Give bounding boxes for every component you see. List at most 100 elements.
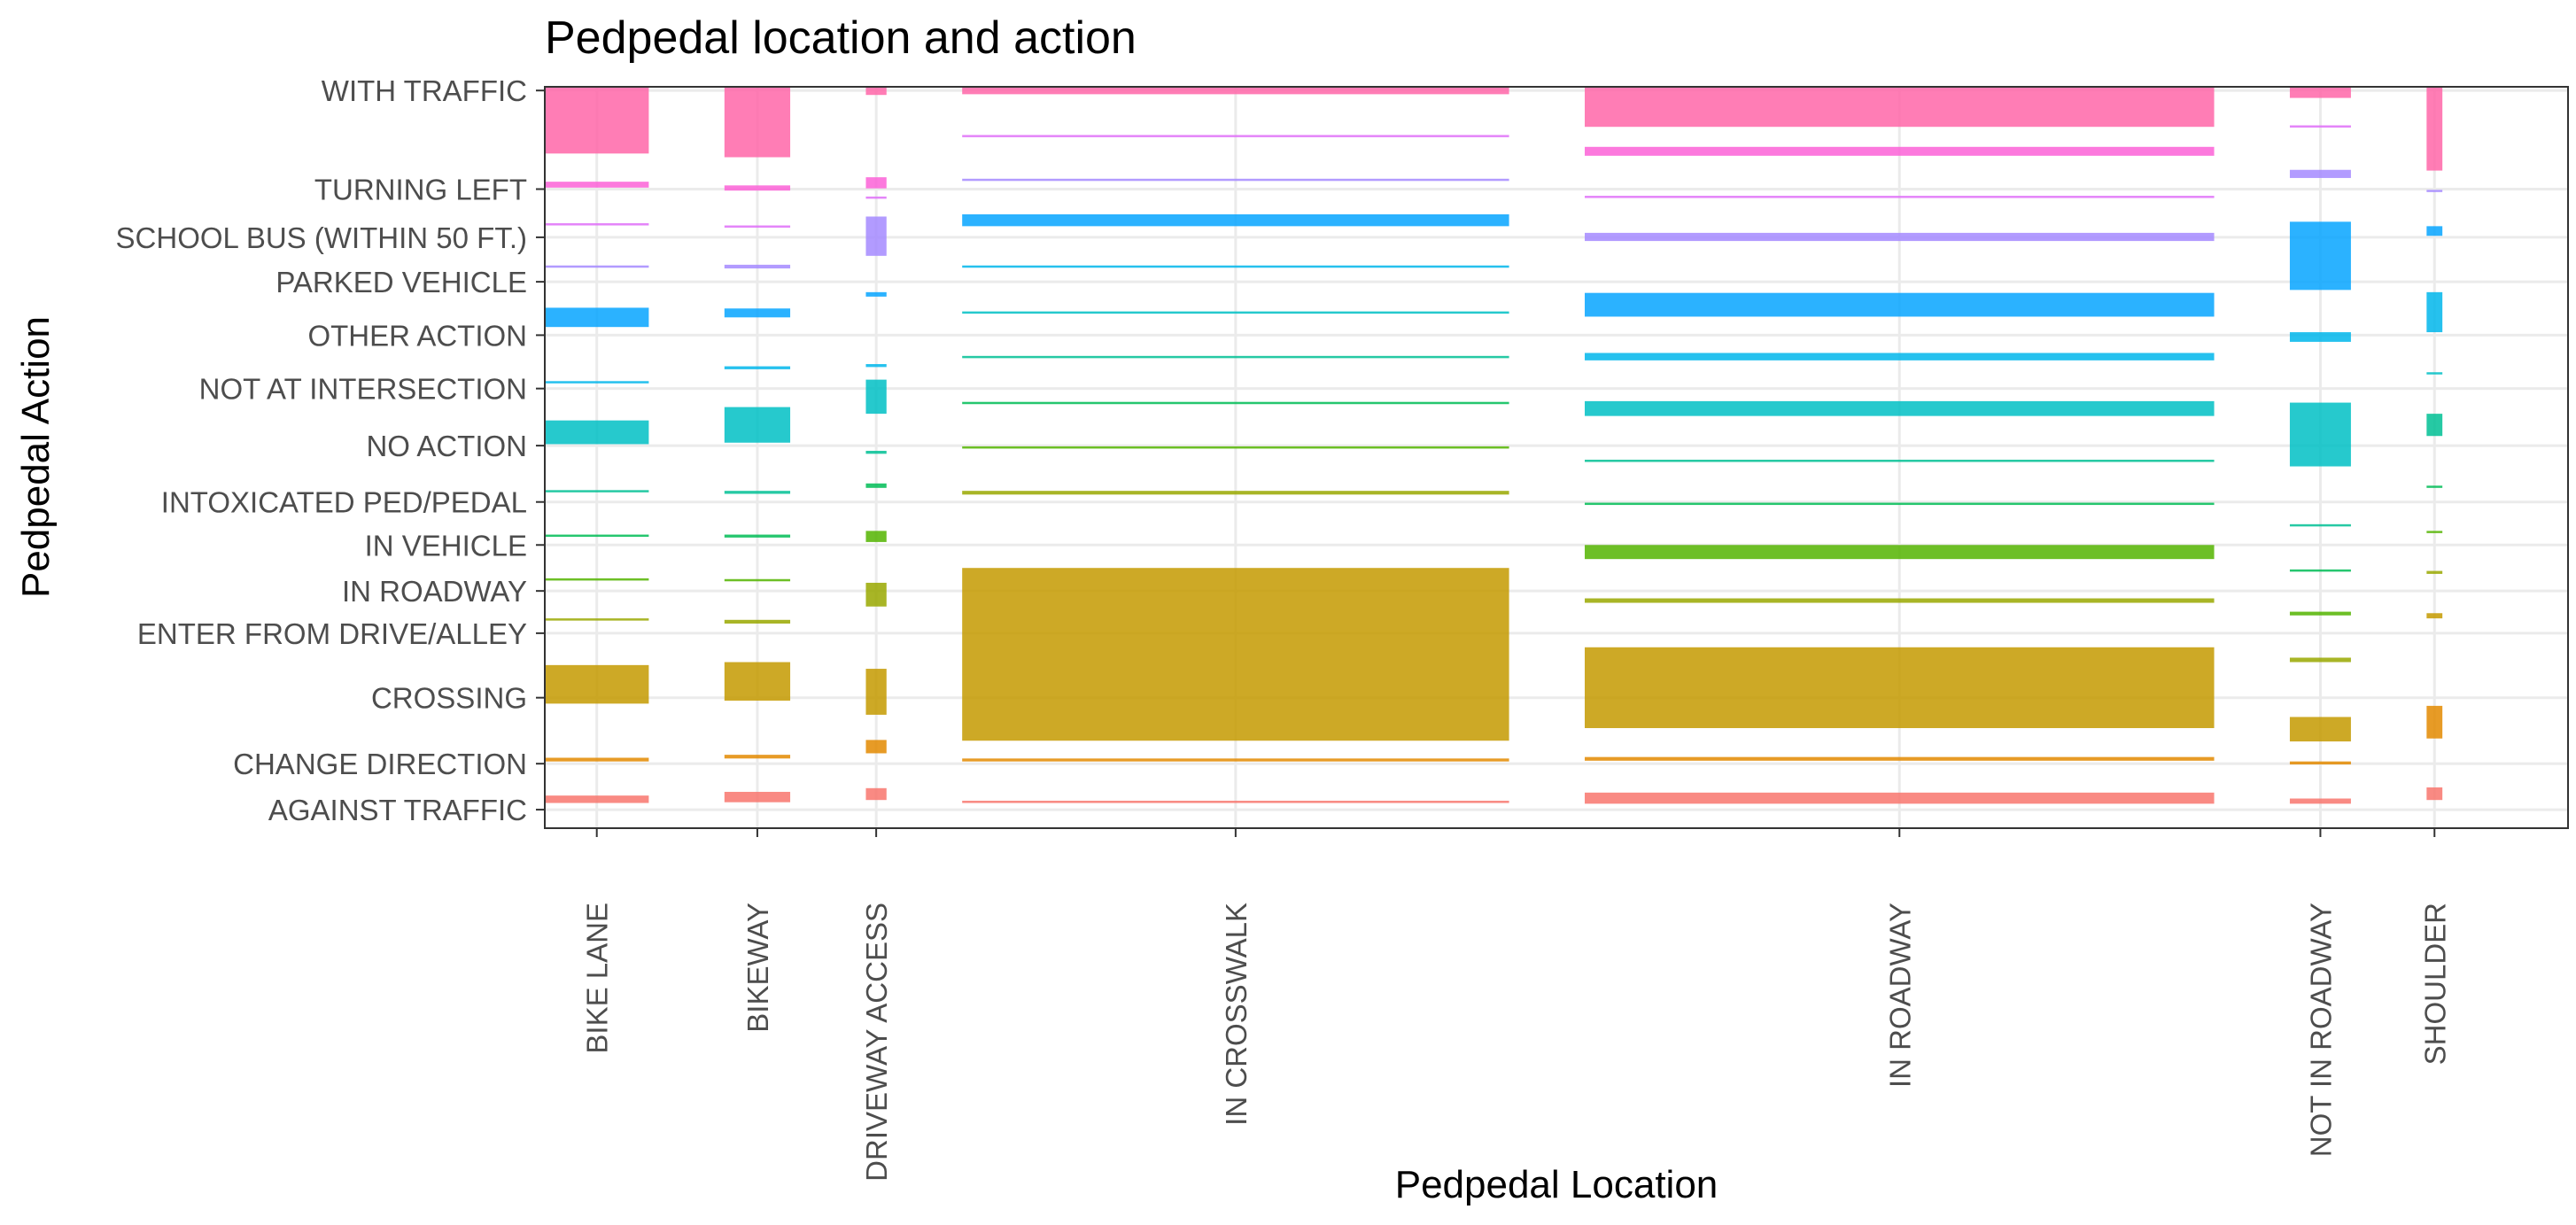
tile-bike-lane-4 xyxy=(545,618,649,621)
tile-shoulder-11 xyxy=(2426,190,2443,192)
tile-not-in-roadway-7 xyxy=(2289,523,2351,527)
tile-driveway-access-5 xyxy=(865,531,887,542)
tile-shoulder-5 xyxy=(2426,531,2443,533)
tile-in-crosswalk-6 xyxy=(962,401,1509,405)
tile-bikeway-7 xyxy=(724,491,791,494)
tile-driveway-access-10 xyxy=(865,291,887,297)
tile-not-in-roadway-8 xyxy=(2289,402,2351,467)
tile-shoulder-9 xyxy=(2426,291,2443,333)
tile-bike-lane-3 xyxy=(545,664,649,704)
tile-in-roadway-8 xyxy=(1584,400,2215,416)
tile-bikeway-3 xyxy=(724,662,791,702)
tile-in-crosswalk-8 xyxy=(962,311,1509,314)
tile-not-in-roadway-6 xyxy=(2289,569,2351,572)
tile-bike-lane-7 xyxy=(545,490,649,492)
tile-driveway-access-7 xyxy=(865,450,887,454)
tile-bikeway-14 xyxy=(724,87,791,158)
y-tick-label-against-traffic: AGAINST TRAFFIC xyxy=(268,794,527,826)
tile-shoulder-2 xyxy=(2426,705,2443,739)
tile-bikeway-13 xyxy=(724,185,791,191)
tile-in-roadway-7 xyxy=(1584,460,2215,462)
y-tick-label-in-vehicle: IN VEHICLE xyxy=(365,529,527,562)
tile-shoulder-7 xyxy=(2426,414,2443,437)
tile-in-crosswalk-4 xyxy=(962,491,1509,495)
tile-in-roadway-9 xyxy=(1584,353,2215,361)
tile-bike-lane-11 xyxy=(545,265,649,268)
tile-not-in-roadway-3 xyxy=(2289,717,2351,742)
mosaic-tiles xyxy=(545,87,2443,804)
x-tick-label-in-crosswalk: IN CROSSWALK xyxy=(1220,903,1253,1126)
tile-bikeway-12 xyxy=(724,225,791,229)
y-tick-label-with-traffic: WITH TRAFFIC xyxy=(322,74,527,107)
x-tick-label-bikeway: BIKEWAY xyxy=(741,903,774,1033)
tile-shoulder-8 xyxy=(2426,372,2443,375)
tile-not-in-roadway-12 xyxy=(2289,125,2351,128)
tile-bike-lane-12 xyxy=(545,223,649,226)
tile-bike-lane-14 xyxy=(545,87,649,154)
y-tick-label-enter-from-drive-alley: ENTER FROM DRIVE/ALLEY xyxy=(137,617,527,650)
tile-not-in-roadway-4 xyxy=(2289,657,2351,663)
tile-in-roadway-2 xyxy=(1584,756,2215,761)
tile-in-crosswalk-7 xyxy=(962,355,1509,359)
tile-shoulder-3 xyxy=(2426,613,2443,619)
panel-border xyxy=(544,86,2569,829)
tile-in-crosswalk-9 xyxy=(962,265,1509,268)
y-tick-label-turning-left: TURNING LEFT xyxy=(314,174,527,206)
tile-in-roadway-10 xyxy=(1584,292,2215,317)
y-tick-label-in-roadway: IN ROADWAY xyxy=(342,575,527,608)
tile-bike-lane-1 xyxy=(545,795,649,803)
tile-driveway-access-11 xyxy=(865,216,887,256)
x-tick-label-in-roadway: IN ROADWAY xyxy=(1883,903,1916,1088)
tile-bike-lane-5 xyxy=(545,578,649,581)
tile-driveway-access-3 xyxy=(865,669,887,715)
x-axis-title: Pedpedal Location xyxy=(1395,1163,1719,1206)
tile-in-crosswalk-13 xyxy=(962,87,1509,95)
x-tick-label-driveway-access: DRIVEWAY ACCESS xyxy=(860,903,893,1182)
tile-in-crosswalk-1 xyxy=(962,801,1509,803)
tile-in-roadway-11 xyxy=(1584,232,2215,242)
tile-not-in-roadway-1 xyxy=(2289,798,2351,804)
tile-in-crosswalk-10 xyxy=(962,213,1509,227)
tile-bikeway-9 xyxy=(724,366,791,369)
y-tick-label-crossing: CROSSING xyxy=(371,682,527,715)
tile-bike-lane-9 xyxy=(545,381,649,384)
tile-in-crosswalk-11 xyxy=(962,178,1509,182)
tile-bikeway-8 xyxy=(724,407,791,443)
y-tick-label-not-at-intersection: NOT AT INTERSECTION xyxy=(199,373,527,406)
tile-in-roadway-14 xyxy=(1584,87,2215,128)
tile-in-roadway-1 xyxy=(1584,792,2215,804)
y-tick-label-other-action: OTHER ACTION xyxy=(307,319,527,352)
tile-not-in-roadway-11 xyxy=(2289,169,2351,178)
tile-bike-lane-8 xyxy=(545,420,649,445)
tile-bike-lane-6 xyxy=(545,534,649,538)
tile-not-in-roadway-5 xyxy=(2289,611,2351,616)
tile-not-in-roadway-9 xyxy=(2289,332,2351,342)
tile-in-roadway-5 xyxy=(1584,545,2215,560)
tile-driveway-access-12 xyxy=(865,196,887,199)
tile-bikeway-6 xyxy=(724,534,791,538)
tile-driveway-access-8 xyxy=(865,379,887,415)
tile-driveway-access-1 xyxy=(865,787,887,801)
x-tick-label-bike-lane: BIKE LANE xyxy=(581,903,614,1054)
tile-in-roadway-13 xyxy=(1584,146,2215,156)
x-tick-label-shoulder: SHOULDER xyxy=(2418,903,2451,1065)
tile-driveway-access-6 xyxy=(865,483,887,488)
y-axis: AGAINST TRAFFIC CHANGE DIRECTION CROSSING E… xyxy=(116,74,545,826)
x-tick-label-not-in-roadway: NOT IN ROADWAY xyxy=(2304,903,2337,1157)
y-axis-title: Pedpedal Action xyxy=(14,316,58,598)
tile-bikeway-1 xyxy=(724,791,791,802)
y-tick-label-school-bus-within-50-ft: SCHOOL BUS (WITHIN 50 FT.) xyxy=(116,221,527,254)
tile-driveway-access-2 xyxy=(865,740,887,754)
tile-shoulder-10 xyxy=(2426,226,2443,236)
tile-shoulder-12 xyxy=(2426,87,2443,171)
tile-in-roadway-6 xyxy=(1584,502,2215,506)
tile-driveway-access-9 xyxy=(865,364,887,368)
tile-bike-lane-10 xyxy=(545,307,649,328)
tile-bikeway-2 xyxy=(724,755,791,759)
tile-not-in-roadway-2 xyxy=(2289,761,2351,765)
tile-bikeway-5 xyxy=(724,578,791,582)
y-tick-label-change-direction: CHANGE DIRECTION xyxy=(233,748,527,780)
tile-driveway-access-13 xyxy=(865,177,887,189)
chart-title: Pedpedal location and action xyxy=(545,12,1137,64)
tile-not-in-roadway-13 xyxy=(2289,87,2351,98)
